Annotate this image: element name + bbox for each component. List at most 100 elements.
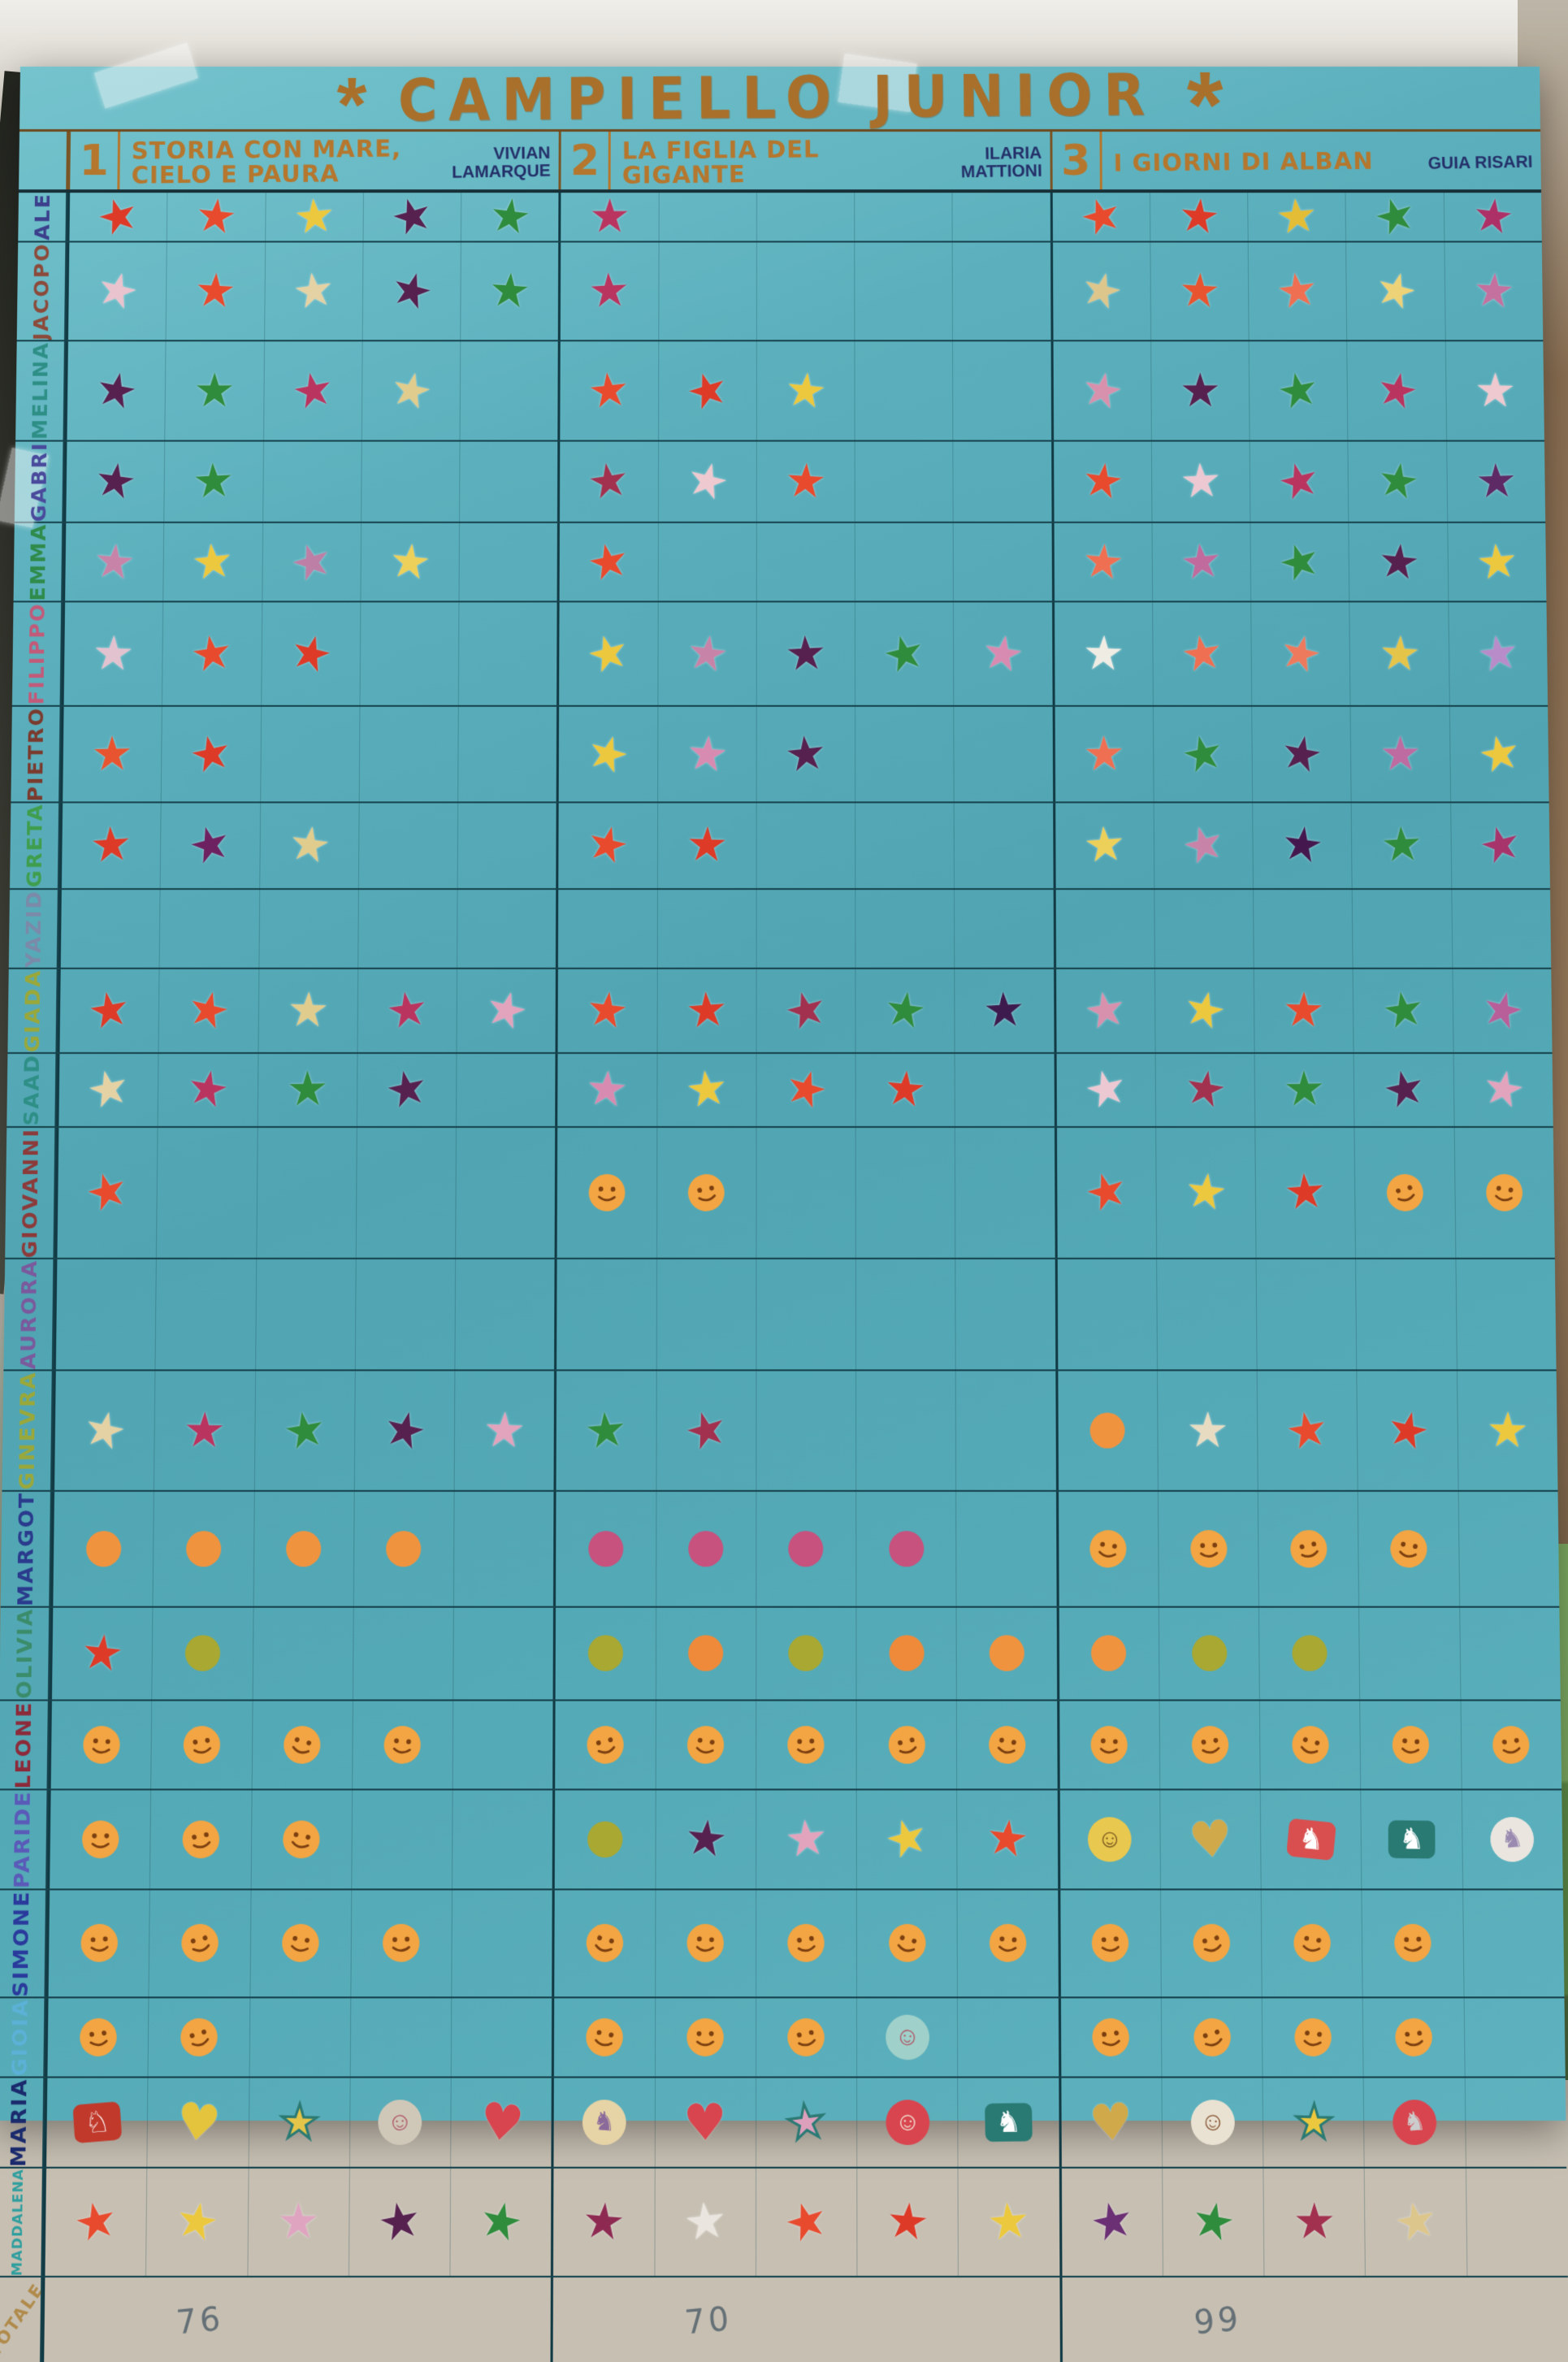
star-sticker: ★	[1377, 1057, 1431, 1121]
total-book-3: 99	[1059, 2277, 1568, 2362]
grid-cell	[856, 1491, 957, 1606]
star-sticker: ★	[91, 726, 134, 782]
pencil-total: 70	[683, 2298, 734, 2342]
grid-cell: ★	[656, 1790, 757, 1889]
picture-sticker: ♥	[682, 2091, 728, 2153]
grid-cell	[157, 1127, 258, 1258]
smiley-sticker	[279, 1921, 323, 1966]
book-column-cells	[48, 1701, 553, 1789]
book-column-cells: ★ ★ ★ ★ ★	[65, 241, 559, 340]
grid-cell: ★	[855, 602, 955, 705]
book-column-cells	[45, 1998, 552, 2077]
smiley-sticker	[1189, 1528, 1228, 1569]
star-sticker: ★	[583, 1400, 630, 1460]
grid-cell: ★	[856, 1790, 958, 1889]
grid-cell: ★	[553, 2168, 656, 2277]
smiley-sticker	[785, 1921, 829, 1965]
pupil-row: GIOIA ☺	[0, 1998, 1566, 2078]
poster-title: CAMPIELLO JUNIOR	[397, 61, 1157, 135]
pupil-name-cell: YAZID	[8, 889, 59, 968]
grid-cell: ★	[1354, 1054, 1455, 1126]
grid-cell: ♞	[553, 2078, 656, 2167]
grid-cell	[454, 1492, 554, 1606]
smiley-sticker	[987, 1922, 1028, 1965]
book-column-cells: ★ ★ ★ ★ ★	[1051, 523, 1547, 601]
star-sticker: ★	[474, 2189, 528, 2255]
grid-cell	[453, 1701, 553, 1788]
grid-cell	[356, 1127, 457, 1258]
pupil-row: MELINA ★ ★ ★ ★ ★ ★ ★ ★ ★ ★ ★ ★	[15, 341, 1544, 442]
grid-cell	[555, 1790, 656, 1889]
star-sticker: ★	[1377, 979, 1429, 1042]
grid-cell: ★	[1255, 1127, 1357, 1258]
star-sticker: ★	[77, 1623, 127, 1684]
star-sticker: ★	[182, 1058, 234, 1121]
book-author: VIVIAN LAMARQUE	[452, 143, 552, 182]
smiley-sticker	[1285, 1525, 1332, 1572]
grid-cell: ♞	[1260, 1790, 1362, 1889]
book-column-cells: ★ ★ ★ ★ ★	[1050, 184, 1542, 248]
pupil-row: MARGOT	[0, 1491, 1560, 1608]
grid-cell: ★	[1150, 188, 1249, 245]
book-column-cells	[53, 1259, 555, 1370]
books-header: 1 STORIA CON MARE, CIELO E PAURA VIVIAN …	[19, 129, 1541, 193]
smiley-sticker	[79, 1922, 119, 1964]
star-sticker: ★	[1078, 1057, 1133, 1122]
grid-cell: ★	[1151, 341, 1250, 440]
picture-sticker: ☺	[884, 2098, 931, 2147]
star-sticker: ★	[1282, 1163, 1329, 1222]
grid-cell	[957, 1701, 1057, 1788]
book-column-cells	[553, 1491, 1057, 1606]
grid-cell: ★	[258, 1054, 358, 1126]
grid-cell: ★	[1250, 441, 1349, 522]
book-column-cells	[1057, 1890, 1565, 1997]
grid-cell	[155, 1259, 257, 1370]
star-sticker: ★	[1273, 187, 1321, 245]
pupil-name-cell: ALE	[18, 193, 68, 241]
star-sticker: ★	[782, 724, 830, 784]
grid-cell: ★	[655, 2168, 756, 2277]
pupil-name-cell: PIETRO	[11, 706, 62, 802]
grid-cell: ★	[557, 969, 658, 1053]
grid-cell: ★	[450, 2169, 551, 2276]
smiley-sticker	[1387, 1526, 1431, 1571]
book-author: GUIA RISARI	[1427, 152, 1533, 173]
star-sticker: ★	[985, 2191, 1033, 2253]
grid-cell	[1363, 1998, 1466, 2077]
book-column-cells: ★ ★ ★ ★ ★	[1052, 803, 1550, 888]
smiley-sticker	[1382, 1168, 1429, 1216]
grid-cell	[252, 1701, 353, 1789]
pupil-row: GRETA ★ ★ ★ ★ ★ ★ ★ ★ ★ ★	[10, 803, 1550, 890]
smiley-sticker	[685, 1922, 726, 1964]
grid-cell	[151, 1701, 253, 1789]
grid-cell	[258, 889, 359, 968]
grid-cell: ★	[349, 2168, 452, 2277]
grid-cell	[953, 193, 1050, 241]
smiley-sticker	[985, 1722, 1029, 1767]
book-column-cells: ★	[557, 523, 1052, 601]
book-column-cells: ★ ★ ★	[61, 602, 557, 705]
grid-cell: ★	[958, 1790, 1058, 1888]
star-sticker: ★	[184, 722, 237, 786]
pupil-name: MADDALENA	[8, 2168, 26, 2277]
smiley-sticker	[279, 1720, 326, 1769]
star-sticker: ★	[193, 363, 236, 418]
star-sticker: ★	[877, 622, 932, 686]
grid-cell: ★	[160, 803, 261, 888]
grid-cell: ★	[158, 1054, 259, 1126]
smiley-sticker	[1490, 1723, 1533, 1766]
grid-cell	[1463, 1890, 1565, 1996]
smiley-sticker	[684, 1722, 728, 1767]
grid-cell: ★	[1253, 803, 1354, 888]
star-sticker: ★	[1475, 977, 1530, 1042]
grid-cell: ☺	[857, 1998, 959, 2077]
dot-sticker	[788, 1635, 824, 1672]
grid-cell	[656, 1259, 757, 1370]
grid-cell: ★	[1254, 1054, 1355, 1126]
pupil-name: PIETRO	[23, 706, 48, 802]
grid-cell: ★	[1054, 523, 1154, 601]
grid-cell	[148, 1998, 250, 2077]
grid-cell: ★	[855, 969, 955, 1053]
star-sticker: ★	[279, 1398, 331, 1462]
grid-cell	[556, 1491, 657, 1606]
